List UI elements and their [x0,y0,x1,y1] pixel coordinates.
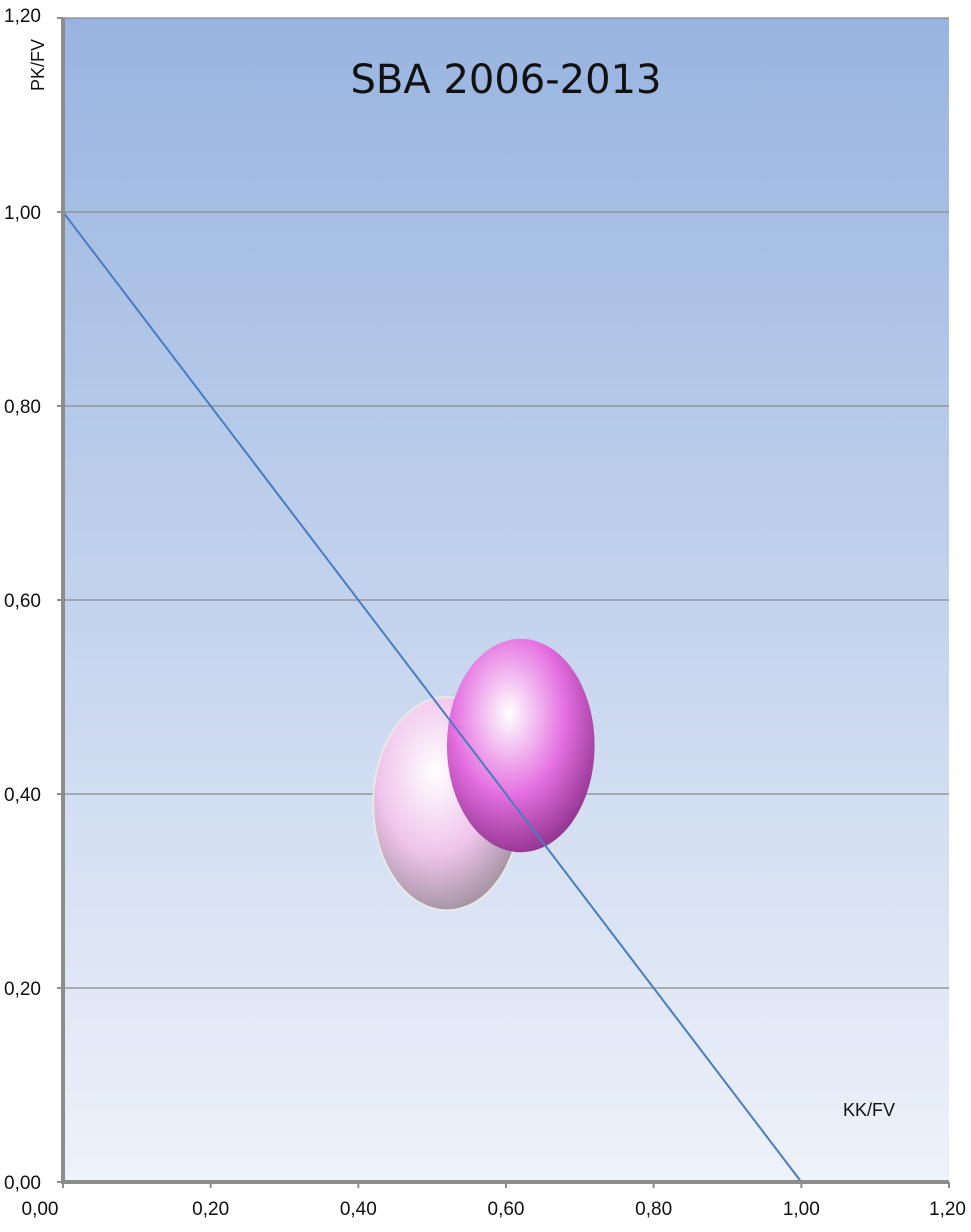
reference-line [62,211,803,1183]
tick-labels: 0,00 0,20 0,40 0,60 0,80 1,00 1,20 0,00 0,20 0,40… [4,6,966,1220]
bubble [446,638,595,853]
x-tick-label: 1,20 [929,1199,966,1220]
x-axis-title: KK/FV [843,1100,895,1120]
axes [57,17,950,1188]
y-tick-label: 0,20 [4,979,41,1000]
chart-title: SBA 2006-2013 [351,57,662,103]
x-tick-label: 0,80 [635,1199,672,1220]
y-tick-label: 0,00 [4,1173,41,1194]
reference-line-group [62,211,803,1183]
bubbles [372,638,595,912]
x-tick-label: 0,60 [488,1199,525,1220]
x-tick-label: 0,20 [192,1199,229,1220]
y-tick-label: 0,40 [4,785,41,806]
y-tick-label: 0,60 [4,591,41,612]
y-tick-label: 0,80 [4,397,41,418]
y-tick-label: 1,00 [4,203,41,224]
y-tick-label: 1,20 [4,6,41,27]
x-tick-label: 0,40 [340,1199,377,1220]
x-tick-label: 1,00 [783,1199,820,1220]
y-axis-title: PK/FV [28,39,48,91]
x-tick-label: 0,00 [22,1199,59,1220]
